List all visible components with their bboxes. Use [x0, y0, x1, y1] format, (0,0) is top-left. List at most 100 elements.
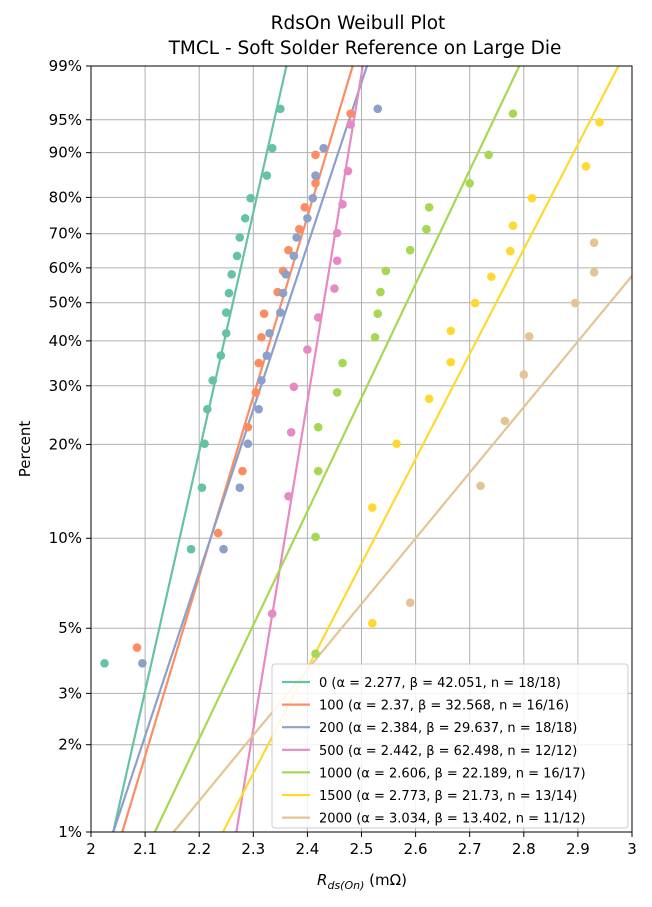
x-tick-label: 2.1: [133, 840, 157, 858]
data-point-100: [311, 179, 320, 188]
data-point-200: [319, 143, 328, 153]
data-point-200: [311, 171, 320, 180]
data-point-1000: [370, 332, 380, 342]
data-point-100: [213, 528, 223, 538]
data-point-200: [303, 213, 312, 223]
data-point-100: [238, 466, 247, 476]
data-point-1500: [527, 193, 537, 203]
data-point-2000: [476, 481, 485, 491]
data-point-500: [332, 256, 342, 265]
legend-label-500: 500 (α = 2.442, β = 62.498, n = 12/12): [319, 744, 577, 759]
data-point-2000: [589, 267, 599, 277]
data-point-500: [289, 382, 299, 392]
data-point-1500: [368, 503, 377, 512]
data-point-1000: [313, 466, 323, 476]
data-point-0: [186, 544, 196, 554]
data-point-0: [197, 483, 207, 493]
data-point-1500: [368, 618, 377, 628]
data-points: [100, 104, 604, 668]
data-point-0: [203, 404, 212, 414]
y-tick-label: 90%: [49, 144, 82, 162]
data-point-200: [257, 376, 266, 385]
data-point-0: [200, 439, 209, 449]
data-point-1000: [424, 202, 434, 212]
data-point-0: [216, 351, 226, 360]
data-point-100: [300, 202, 309, 212]
data-point-1000: [311, 649, 320, 658]
data-point-0: [221, 308, 231, 317]
data-point-200: [308, 193, 318, 203]
data-point-1500: [424, 394, 434, 404]
data-point-200: [276, 308, 285, 317]
data-point-200: [219, 544, 228, 554]
y-tick-label: 1%: [58, 823, 82, 841]
data-point-1000: [311, 532, 320, 542]
x-axis-label-unit: (mΩ): [364, 871, 407, 889]
data-point-2000: [519, 370, 529, 379]
data-point-1000: [381, 266, 391, 276]
legend-label-2000: 2000 (α = 3.034, β = 13.402, n = 11/12): [319, 812, 586, 827]
data-point-0: [232, 251, 242, 261]
x-axis-label: Rds(On) (mΩ): [317, 871, 407, 892]
fit-line-2000: [172, 275, 633, 833]
y-tick-label: 40%: [49, 332, 82, 350]
data-point-200: [254, 404, 264, 414]
legend-label-0: 0 (α = 2.277, β = 42.051, n = 18/18): [319, 676, 561, 691]
data-point-500: [284, 492, 293, 501]
data-point-500: [313, 313, 323, 322]
x-tick-label: 2.2: [187, 840, 211, 858]
fit-line-1000: [153, 65, 521, 833]
fit-line-100: [121, 65, 354, 833]
legend-label-1500: 1500 (α = 2.773, β = 21.73, n = 13/14): [319, 789, 577, 804]
data-point-100: [259, 309, 269, 319]
data-point-1500: [508, 221, 518, 230]
data-point-500: [346, 120, 355, 129]
data-point-1500: [446, 326, 456, 336]
x-tick-label: 2.8: [512, 840, 536, 858]
data-point-2000: [500, 416, 510, 426]
legend: 0 (α = 2.277, β = 42.051, n = 18/18) 100 …: [271, 663, 629, 829]
data-point-0: [235, 233, 245, 242]
x-tick-label: 3: [627, 840, 637, 858]
data-point-2000: [589, 238, 599, 247]
legend-box: [271, 663, 629, 829]
data-point-100: [346, 109, 355, 118]
data-point-200: [235, 483, 245, 493]
data-point-100: [251, 388, 261, 397]
data-point-1500: [446, 357, 456, 367]
data-point-1500: [581, 162, 591, 171]
y-tick-label: 10%: [49, 529, 82, 547]
x-tick-label: 2.4: [295, 840, 319, 858]
data-point-2000: [570, 298, 580, 308]
x-axis-label-main: R: [317, 871, 327, 889]
data-point-500: [343, 166, 353, 176]
data-point-200: [278, 288, 288, 298]
y-tick-label: 99%: [49, 57, 82, 75]
data-point-500: [286, 427, 296, 437]
data-point-0: [262, 171, 272, 180]
chart-title: RdsOn Weibull Plot: [271, 13, 446, 34]
data-point-100: [294, 224, 304, 234]
data-point-0: [208, 376, 218, 385]
y-axis-label: Percent: [16, 421, 34, 478]
data-point-200: [262, 351, 272, 360]
y-tick-label: 70%: [49, 225, 82, 243]
data-point-1000: [376, 287, 385, 297]
data-point-200: [292, 233, 301, 242]
data-point-0: [100, 659, 109, 668]
data-point-1000: [422, 224, 431, 234]
legend-label-1000: 1000 (α = 2.606, β = 22.189, n = 16/17): [319, 766, 586, 781]
fit-lines: [112, 65, 633, 833]
fit-line-0: [112, 65, 288, 833]
data-point-2000: [405, 598, 415, 607]
data-point-200: [281, 270, 291, 279]
data-point-200: [289, 251, 299, 261]
data-point-1500: [470, 298, 480, 308]
x-tick-label: 2.6: [404, 840, 428, 858]
data-point-1500: [487, 272, 496, 282]
data-point-0: [246, 193, 255, 203]
data-point-200: [373, 104, 383, 114]
data-point-0: [221, 328, 231, 338]
x-tick-label: 2.3: [241, 840, 265, 858]
data-point-0: [240, 213, 250, 223]
